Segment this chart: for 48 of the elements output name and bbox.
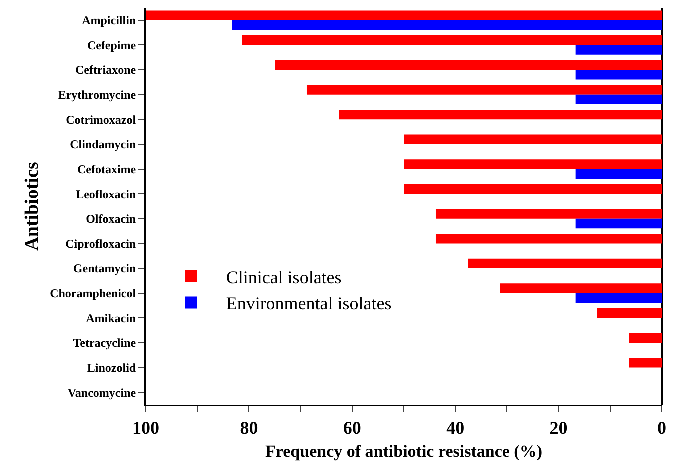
y-tick-label: Ampicillin — [82, 14, 136, 28]
bar — [340, 110, 662, 120]
x-axis-title: Frequency of antibiotic resistance (%) — [266, 442, 542, 462]
x-tick-label: 60 — [343, 418, 362, 438]
y-tick-label: Olfoxacin — [86, 212, 136, 226]
bar — [242, 36, 662, 46]
y-tick-label: Leofloxacin — [76, 187, 136, 202]
y-tick-label: Ceftriaxone — [75, 63, 137, 78]
y-axis-title: Antibiotics — [22, 162, 44, 251]
bar — [232, 20, 662, 30]
y-tick-label: Linozolid — [87, 360, 136, 375]
legend-label: Environmental isolates — [226, 294, 392, 314]
y-tick-label: Erythromycine — [58, 88, 137, 102]
bar — [576, 94, 662, 105]
bar — [306, 85, 662, 95]
bar — [576, 45, 662, 55]
bar — [468, 258, 662, 269]
y-tick-label: Cotrimoxazol — [66, 112, 137, 127]
bar — [275, 60, 662, 70]
bar — [404, 134, 662, 144]
y-tick-label: Gentamycin — [73, 262, 136, 276]
bar — [436, 234, 662, 244]
bar — [500, 284, 662, 294]
bar — [598, 308, 662, 318]
bar — [576, 218, 662, 229]
x-tick-label: 40 — [446, 418, 465, 438]
y-tick-label: Ciprofloxacin — [66, 236, 136, 251]
x-tick-label: 100 — [132, 418, 160, 438]
y-tick-label: Cefotaxime — [77, 162, 137, 176]
y-tick-label: Clindamycin — [70, 138, 136, 152]
x-tick-label: 0 — [658, 418, 666, 438]
bar — [146, 10, 662, 20]
legend-label: Clinical isolates — [226, 267, 342, 288]
y-tick-label: Cefepime — [87, 38, 137, 52]
y-tick-label: Amikacin — [86, 311, 136, 326]
bar — [629, 333, 662, 343]
bar — [436, 209, 662, 219]
y-tick-label: Tetracycline — [73, 336, 137, 350]
y-tick-label: Choramphenicol — [50, 286, 137, 301]
bar — [404, 184, 662, 194]
x-tick-label: 80 — [240, 418, 258, 438]
bar — [576, 169, 662, 179]
bar — [404, 160, 662, 170]
bar — [576, 293, 662, 304]
y-tick-label: Vancomycine — [68, 386, 137, 400]
bar — [629, 358, 662, 368]
bar — [576, 70, 662, 80]
x-tick-label: 20 — [550, 418, 568, 438]
